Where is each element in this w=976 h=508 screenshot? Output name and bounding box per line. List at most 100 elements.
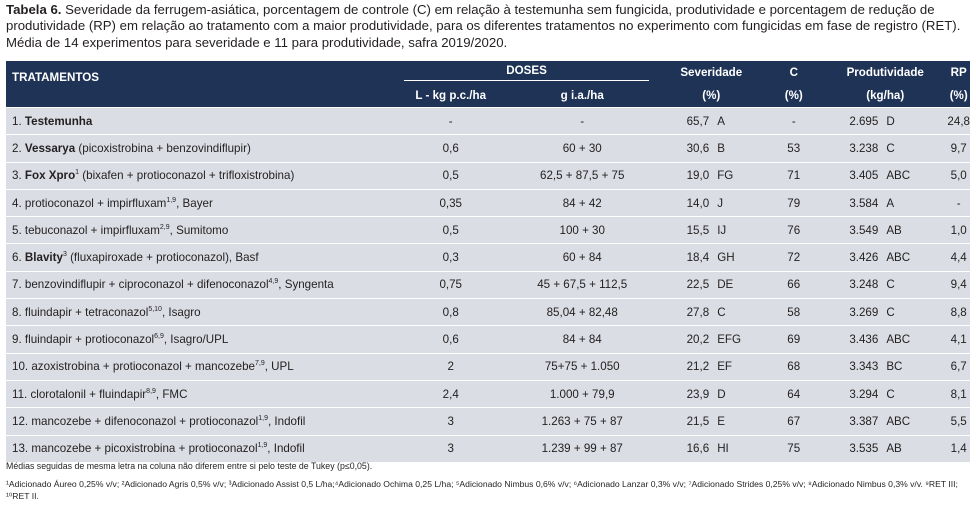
treatment-company: , UPL (264, 360, 294, 374)
dose-g-cell: 62,5 + 87,5 + 75 (506, 161, 659, 190)
severidade-value-cell: 30,6 (658, 134, 716, 163)
treatment-cell: 8. fluindapir + tetraconazol5,10, Isagro (6, 298, 396, 326)
dose-g-cell: 75+75 + 1.050 (506, 352, 659, 381)
severidade-letter-cell: D (715, 379, 765, 408)
dose-g-cell: - (506, 106, 659, 135)
treatment-company: , Indofil (267, 414, 306, 428)
severidade-letter-cell: EF (715, 352, 765, 381)
rp-cell: 4,4 (947, 243, 970, 272)
dose-g-cell: 85,04 + 82,48 (506, 298, 659, 326)
severidade-value-cell: 27,8 (658, 298, 716, 326)
treatment-brand: Fox Xpro (24, 169, 76, 183)
treatment-ingredients: protioconazol + impirfluxam (21, 196, 167, 210)
treatment-ingredients: fluindapir + tetraconazol (21, 305, 149, 319)
treatment-company: , Isagro (161, 305, 201, 319)
severidade-value-cell: 22,5 (658, 270, 716, 299)
table-row: 6. Blavity3 (fluxapiroxade + protioconaz… (6, 243, 970, 272)
treatment-cell: 2. Vessarya (picoxistrobina + benzovindi… (6, 134, 396, 163)
footnote-adjuvants: ¹Adicionado Áureo 0,25% v/v; ²Adicionado… (6, 479, 958, 501)
produtividade-value-cell: 3.436 (823, 325, 885, 354)
table-caption: Tabela 6. Severidade da ferrugem-asiátic… (6, 2, 968, 51)
dose-g-cell: 60 + 30 (506, 134, 659, 163)
treatment-cell: 12. mancozebe + difenoconazol + protioco… (6, 407, 396, 436)
produtividade-letter-cell: AB (884, 434, 948, 462)
treatment-note: 1,9 (258, 415, 268, 423)
treatment-ingredients: mancozebe + picoxistrobina + protioconaz… (28, 442, 258, 456)
treatment-number: 1. (12, 114, 22, 128)
table-row: 5. tebuconazol + impirfluxam2,9, Sumitom… (6, 216, 970, 244)
treatment-number: 4. (12, 196, 22, 210)
produtividade-value-cell: 3.549 (823, 216, 885, 244)
footnote-tukey: Médias seguidas de mesma letra na coluna… (6, 461, 373, 471)
treatment-note: 1,9 (257, 442, 268, 450)
produtividade-letter-cell: C (884, 270, 948, 299)
control-cell: 71 (764, 161, 824, 190)
rp-cell: - (947, 188, 970, 217)
treatment-brand-note: 1 (75, 169, 80, 177)
header-doses-label: DOSES (404, 64, 650, 81)
treatment-cell: 3. Fox Xpro1 (bixafen + protioconazol + … (6, 161, 396, 190)
treatment-ingredients: azoxistrobina + protioconazol + mancozeb… (28, 360, 255, 374)
rp-cell: 4,1 (947, 325, 970, 354)
treatment-note: 8,9 (146, 387, 156, 395)
treatment-number: 9. (12, 333, 22, 347)
produtividade-value-cell: 3.405 (823, 161, 885, 190)
dose-l-cell: 0,5 (395, 216, 507, 244)
treatment-note: 2,9 (159, 223, 170, 231)
severidade-letter-cell: IJ (715, 216, 765, 244)
treatment-company: , Sumitomo (169, 223, 229, 237)
treatment-number: 6. (12, 251, 22, 265)
rp-cell: 1,4 (947, 434, 970, 462)
control-cell: 67 (764, 407, 824, 436)
table-row: 7. benzovindiflupir + ciproconazol + dif… (6, 270, 970, 299)
treatment-ingredients: (bixafen + protioconazol + trifloxistrob… (79, 169, 295, 183)
control-cell: 75 (764, 434, 824, 462)
rp-cell: 9,4 (947, 270, 970, 299)
dose-l-cell: 0,6 (395, 134, 507, 163)
produtividade-value-cell: 3.535 (823, 434, 885, 462)
severidade-letter-cell: J (715, 188, 765, 217)
control-cell: - (764, 106, 824, 135)
severidade-letter-cell: HI (715, 434, 765, 462)
severidade-letter-cell: FG (715, 161, 765, 190)
header-dose-g: g i.a./ha (506, 84, 659, 108)
treatment-number: 12. (12, 414, 29, 428)
header-row-1: TRATAMENTOS DOSES Severidade C Produtivi… (6, 61, 970, 108)
header-rp: RP (947, 61, 970, 84)
treatment-note: 1,9 (166, 196, 177, 204)
treatment-number: 2. (12, 141, 22, 155)
treatment-company: , FMC (155, 387, 188, 401)
treatment-note: 6,9 (154, 333, 164, 341)
severidade-value-cell: 14,0 (658, 188, 716, 217)
table-row: 4. protioconazol + impirfluxam1,9, Bayer… (6, 188, 970, 217)
dose-g-cell: 84 + 42 (506, 188, 659, 217)
dose-g-cell: 60 + 84 (506, 243, 659, 272)
rp-cell: 8,8 (947, 298, 970, 326)
header-tratamentos: TRATAMENTOS (6, 61, 396, 108)
treatment-ingredients: mancozebe + difenoconazol + protioconazo… (28, 414, 259, 428)
table-row: 9. fluindapir + protioconazol6,9, Isagro… (6, 325, 970, 354)
severidade-letter-cell: C (715, 298, 765, 326)
produtividade-value-cell: 2.695 (823, 106, 885, 135)
produtividade-value-cell: 3.343 (823, 352, 885, 381)
rp-cell: 5,5 (947, 407, 970, 436)
produtividade-letter-cell: C (884, 379, 948, 408)
treatment-cell: 1. Testemunha (6, 106, 396, 135)
produtividade-value-cell: 3.387 (823, 407, 885, 436)
treatment-cell: 4. protioconazol + impirfluxam1,9, Bayer (6, 188, 396, 217)
produtividade-value-cell: 3.238 (823, 134, 885, 163)
treatment-number: 3. (12, 169, 22, 183)
control-cell: 72 (764, 243, 824, 272)
produtividade-letter-cell: ABC (884, 243, 948, 272)
header-severidade: Severidade (658, 61, 765, 84)
treatment-number: 10. (12, 360, 29, 374)
rp-cell: 8,1 (947, 379, 970, 408)
rp-cell: 1,0 (947, 216, 970, 244)
dose-l-cell: 0,8 (395, 298, 507, 326)
produtividade-letter-cell: AB (884, 216, 948, 244)
severidade-value-cell: 65,7 (658, 106, 716, 135)
dose-l-cell: - (395, 106, 507, 135)
rp-cell: 6,7 (947, 352, 970, 381)
table-row: 2. Vessarya (picoxistrobina + benzovindi… (6, 134, 970, 163)
rp-cell: 5,0 (947, 161, 970, 190)
